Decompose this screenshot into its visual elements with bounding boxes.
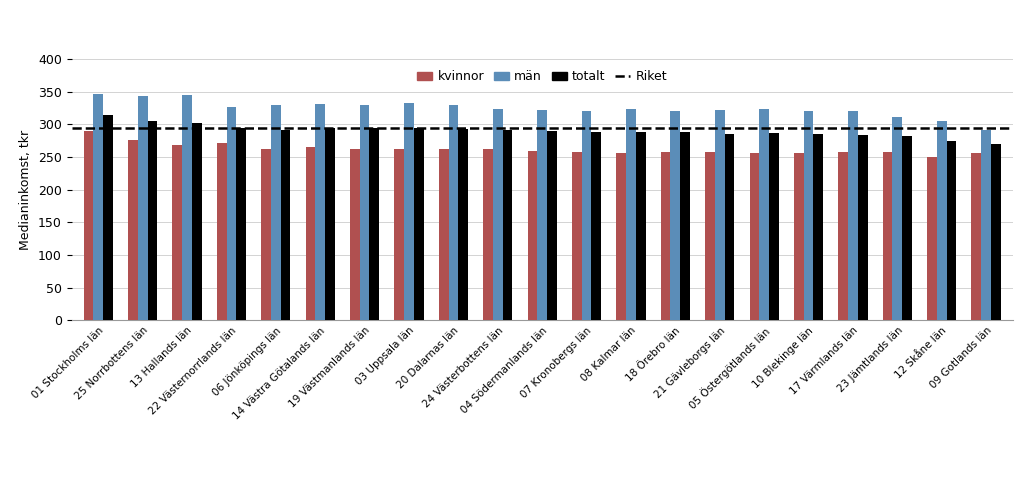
Bar: [138, 96, 147, 320]
Bar: [226, 107, 236, 320]
Bar: [705, 152, 715, 320]
Bar: [360, 105, 369, 320]
Bar: [350, 149, 360, 320]
Bar: [182, 95, 192, 320]
Bar: [306, 147, 315, 320]
Bar: [192, 123, 202, 320]
Bar: [128, 140, 138, 320]
Bar: [315, 104, 325, 320]
Bar: [93, 94, 103, 320]
Bar: [147, 121, 158, 320]
Bar: [680, 132, 691, 320]
Bar: [173, 145, 182, 320]
Bar: [369, 128, 380, 320]
Bar: [946, 141, 957, 320]
Bar: [537, 110, 547, 320]
Bar: [670, 111, 680, 320]
Bar: [838, 152, 848, 320]
Legend: kvinnor, män, totalt, Riket: kvinnor, män, totalt, Riket: [412, 66, 672, 88]
Bar: [759, 109, 769, 320]
Bar: [261, 149, 271, 320]
Bar: [591, 132, 602, 320]
Riket: [92, 125, 104, 131]
Bar: [394, 149, 404, 320]
Bar: [981, 130, 991, 320]
Bar: [528, 151, 537, 320]
Bar: [794, 152, 804, 320]
Bar: [661, 152, 670, 320]
Bar: [804, 111, 813, 320]
Y-axis label: Medianinkomst, tkr: Medianinkomst, tkr: [19, 130, 33, 250]
Bar: [280, 130, 291, 320]
Bar: [750, 152, 759, 320]
Bar: [715, 110, 724, 320]
Bar: [502, 130, 513, 320]
Bar: [236, 128, 247, 320]
Bar: [483, 149, 493, 320]
Bar: [972, 152, 981, 320]
Bar: [103, 115, 113, 320]
Riket: [136, 125, 148, 131]
Bar: [414, 128, 424, 320]
Bar: [724, 134, 735, 320]
Bar: [547, 131, 557, 320]
Bar: [84, 131, 93, 320]
Bar: [636, 132, 646, 320]
Bar: [493, 109, 502, 320]
Bar: [404, 103, 414, 320]
Bar: [271, 105, 280, 320]
Bar: [991, 144, 1000, 320]
Bar: [458, 129, 469, 320]
Bar: [769, 133, 779, 320]
Bar: [937, 121, 946, 320]
Bar: [848, 111, 858, 320]
Bar: [892, 117, 902, 320]
Bar: [217, 143, 226, 320]
Bar: [572, 152, 582, 320]
Bar: [448, 105, 458, 320]
Bar: [626, 109, 636, 320]
Bar: [813, 134, 824, 320]
Bar: [616, 153, 626, 320]
Bar: [582, 111, 591, 320]
Bar: [927, 157, 937, 320]
Bar: [439, 149, 448, 320]
Bar: [858, 135, 868, 320]
Bar: [902, 136, 911, 320]
Bar: [325, 128, 335, 320]
Bar: [883, 152, 892, 320]
